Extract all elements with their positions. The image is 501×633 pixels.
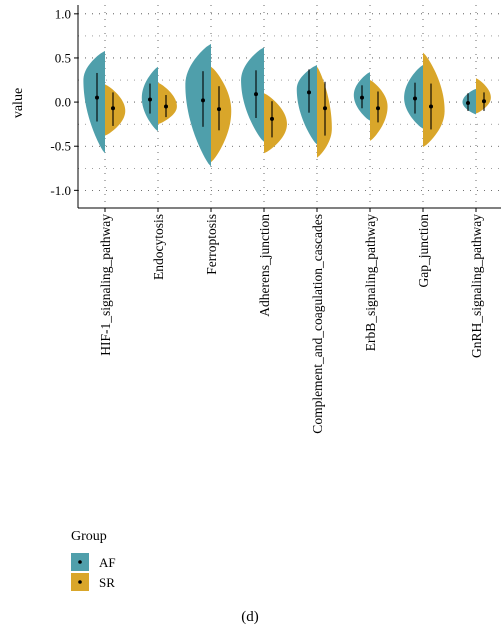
violin-af-2	[185, 43, 211, 167]
y-tick-label: 1.0	[55, 6, 71, 21]
x-tick-label: ErbB_signaling_pathway	[363, 214, 378, 351]
mean-point-af-7	[466, 100, 470, 105]
figure-caption: (d)	[241, 609, 259, 625]
violin-sr-1	[158, 82, 177, 125]
legend-item-sr: SR	[71, 573, 115, 591]
y-tick-label: 0.5	[55, 50, 71, 65]
x-tick-label: Complement_and_coagulation_cascades	[310, 214, 325, 434]
violin-af-3	[241, 47, 264, 142]
mean-point-sr-5	[376, 106, 380, 111]
x-tick-label: Endocytosis	[151, 214, 166, 280]
mean-point-af-0	[95, 95, 99, 100]
legend-label-sr: SR	[99, 575, 115, 590]
y-ticks: 1.0 0.5 0.0 -0.5 -1.0	[50, 6, 78, 198]
x-ticks: HIF-1_signaling_pathway Endocytosis Ferrop…	[98, 208, 484, 434]
x-tick-label: Gap_junction	[416, 214, 431, 288]
violin-af-4	[296, 65, 317, 145]
violin-sr-3	[264, 93, 287, 154]
mean-point-sr-3	[270, 116, 274, 121]
violin-sr-6	[423, 52, 445, 148]
mean-point-sr-6	[429, 104, 433, 109]
violin-sr-5	[370, 80, 388, 141]
legend-dot-sr	[78, 580, 82, 584]
mean-point-af-4	[307, 90, 311, 95]
legend-dot-af	[78, 560, 82, 564]
x-tick-label: GnRH_signaling_pathway	[469, 214, 484, 358]
violin-af-0	[83, 50, 105, 154]
violins	[83, 43, 491, 167]
mean-point-af-3	[254, 92, 258, 97]
x-tick-label: Adherens_junction	[257, 214, 272, 317]
mean-point-sr-7	[482, 99, 486, 104]
y-axis-label: value	[11, 88, 26, 118]
x-tick-label: HIF-1_signaling_pathway	[98, 214, 113, 356]
violin-sr-0	[105, 84, 126, 136]
y-tick-label: -1.0	[50, 183, 71, 198]
legend: Group AF SR	[71, 529, 116, 591]
violin-sr-7	[476, 78, 491, 114]
mean-point-af-2	[201, 98, 205, 103]
legend-item-af: AF	[71, 553, 116, 571]
mean-point-sr-4	[323, 106, 327, 111]
mean-point-sr-0	[111, 106, 115, 111]
mean-point-af-5	[360, 95, 364, 100]
violin-sr-4	[317, 66, 332, 158]
y-tick-label: -0.5	[50, 139, 71, 154]
mean-point-sr-1	[164, 104, 168, 109]
mean-point-af-1	[148, 97, 152, 102]
axes	[77, 5, 501, 209]
error-bars	[95, 69, 486, 138]
x-tick-label: Ferroptosis	[204, 214, 219, 275]
legend-label-af: AF	[99, 555, 116, 570]
mean-point-af-6	[413, 96, 417, 101]
violin-sr-2	[211, 66, 232, 163]
violin-af-6	[404, 65, 423, 129]
mean-point-sr-2	[217, 107, 221, 112]
legend-title: Group	[71, 529, 107, 544]
y-tick-label: 0.0	[55, 95, 71, 110]
